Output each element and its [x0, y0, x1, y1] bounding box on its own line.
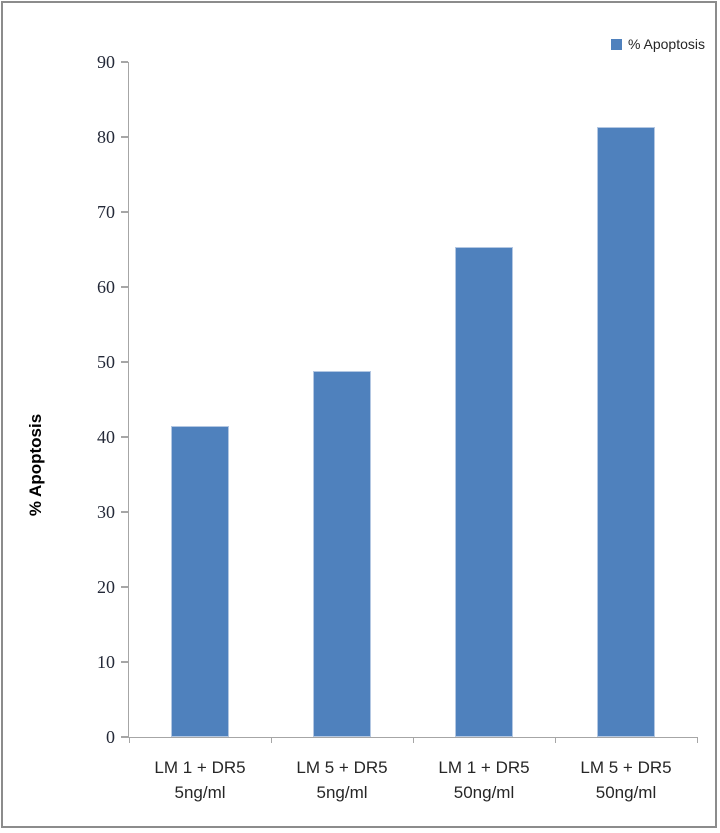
y-tick-mark [120, 361, 128, 363]
y-tick-label: 20 [97, 577, 115, 597]
y-tick-label: 10 [97, 652, 115, 672]
y-tick-label: 30 [97, 502, 115, 522]
x-category-label-line: LM 1 + DR5 [438, 758, 530, 777]
y-tick-label: 70 [97, 202, 115, 222]
x-tick-mark [128, 737, 130, 743]
y-tick-mark [120, 136, 128, 138]
y-tick-mark [120, 436, 128, 438]
x-category-label-line: 50ng/ml [453, 783, 515, 802]
y-tick-mark [120, 61, 128, 63]
x-tick-mark [270, 737, 272, 743]
x-tick-mark [696, 737, 698, 743]
y-axis-title: % Apoptosis [26, 413, 45, 517]
y-tick-mark [120, 511, 128, 513]
y-tick-label: 90 [97, 52, 115, 72]
bar [455, 246, 513, 737]
y-tick-label: 50 [97, 352, 115, 372]
x-category-label-line: LM 5 + DR5 [296, 758, 388, 777]
y-tick-mark [120, 211, 128, 213]
x-category-label: LM 5 + DR5 5ng/ml [271, 755, 413, 805]
x-category-label-line: 50ng/ml [595, 783, 657, 802]
y-tick-label: 60 [97, 277, 115, 297]
x-category-label: LM 1 + DR5 50ng/ml [413, 755, 555, 805]
bar [171, 425, 229, 737]
plot-area [127, 62, 697, 738]
x-category-label-line: 5ng/ml [174, 783, 226, 802]
y-tick-mark [120, 661, 128, 663]
x-category-label-line: LM 5 + DR5 [580, 758, 672, 777]
bar [313, 371, 371, 737]
legend-label: % Apoptosis [627, 36, 705, 52]
x-category-label: LM 1 + DR5 5ng/ml [129, 755, 271, 805]
legend-series-marker-icon [610, 38, 622, 50]
bar [597, 127, 655, 737]
x-tick-mark [412, 737, 414, 743]
x-category-label-line: LM 1 + DR5 [154, 758, 246, 777]
x-tick-mark [554, 737, 556, 743]
y-tick-mark [120, 586, 128, 588]
x-category-label-line: 5ng/ml [316, 783, 368, 802]
x-category-label: LM 5 + DR5 50ng/ml [555, 755, 697, 805]
y-tick-mark [120, 286, 128, 288]
y-tick-label: 0 [106, 727, 115, 747]
y-tick-label: 80 [97, 127, 115, 147]
legend: % Apoptosis [610, 36, 705, 52]
y-tick-label: 40 [97, 427, 115, 447]
y-tick-mark [120, 736, 128, 738]
